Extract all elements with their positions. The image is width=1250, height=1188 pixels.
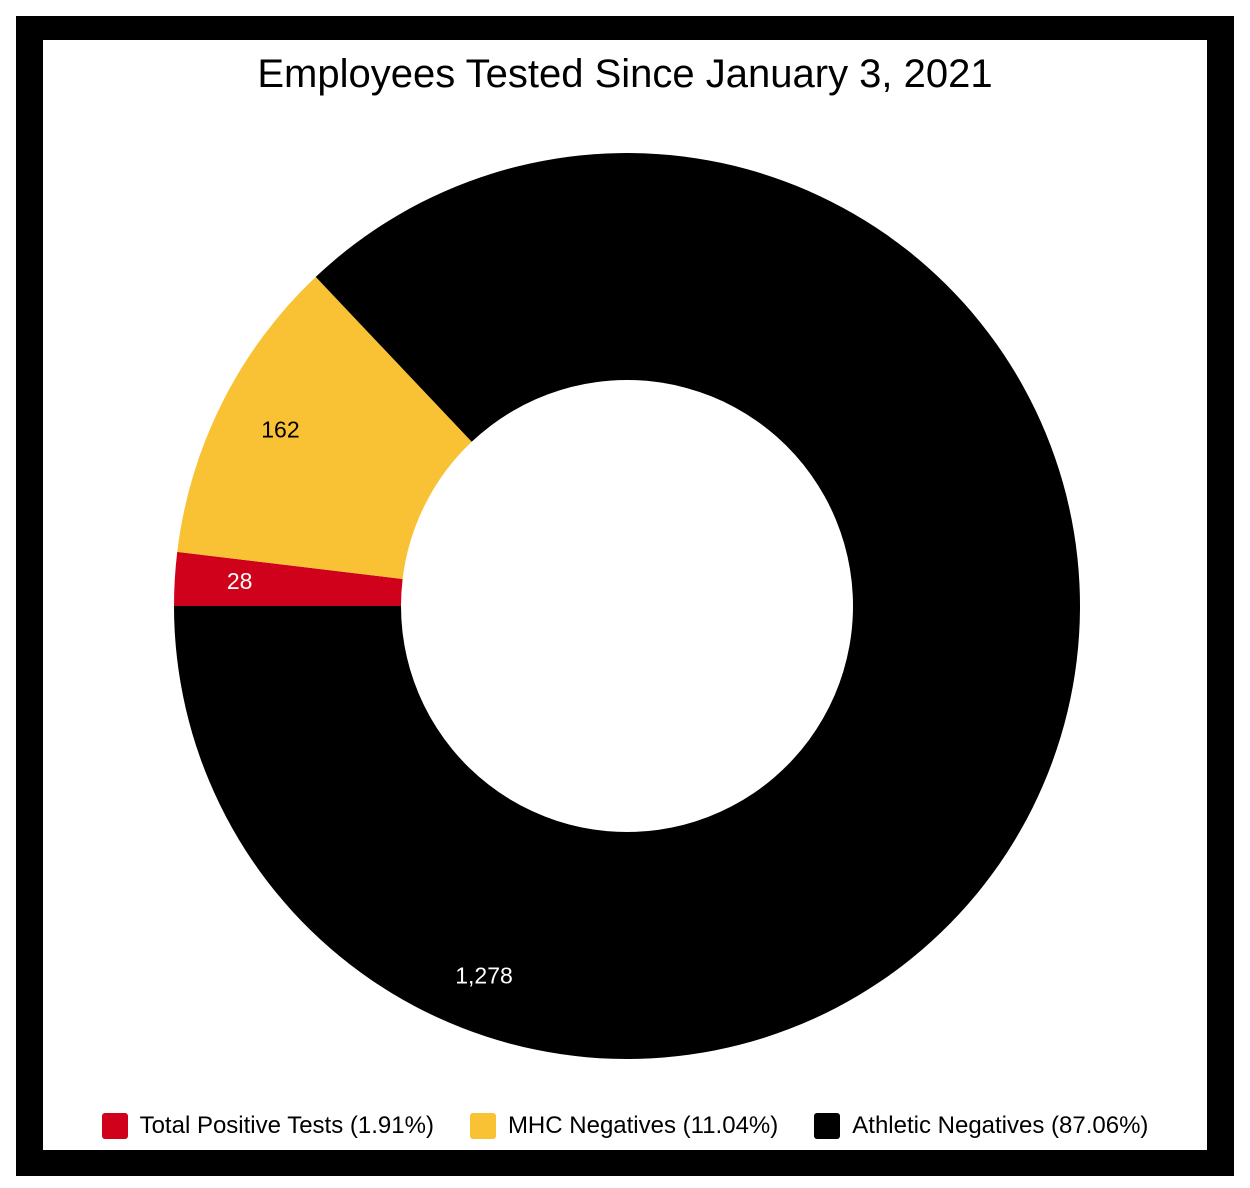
legend-label: Athletic Negatives (87.06%) [852,1112,1149,1139]
slice-athletic [174,152,1080,1060]
slice-value-label: 1,278 [455,963,513,989]
legend-swatch [469,1113,496,1139]
slice-value-label: 28 [227,568,253,594]
chart-legend: Total Positive Tests (1.91%) MHC Negativ… [0,1112,1250,1140]
slice-value-label: 162 [261,417,299,443]
legend-item-athletic: Athletic Negatives (87.06%) [814,1112,1148,1140]
donut-slices [174,152,1080,1060]
slice-positive [174,551,403,606]
donut-labels: 28 162 1,278 [227,417,513,989]
slice-mhc [177,276,472,579]
legend-label: Total Positive Tests (1.91%) [139,1112,434,1139]
legend-label: MHC Negatives (11.04%) [507,1112,779,1139]
legend-item-mhc: MHC Negatives (11.04%) [469,1112,779,1140]
chart-title: Employees Tested Since January 3, 2021 [257,52,993,96]
legend-item-positive: Total Positive Tests (1.91%) [101,1112,434,1140]
legend-swatch [101,1113,128,1139]
legend-swatch [814,1113,841,1139]
